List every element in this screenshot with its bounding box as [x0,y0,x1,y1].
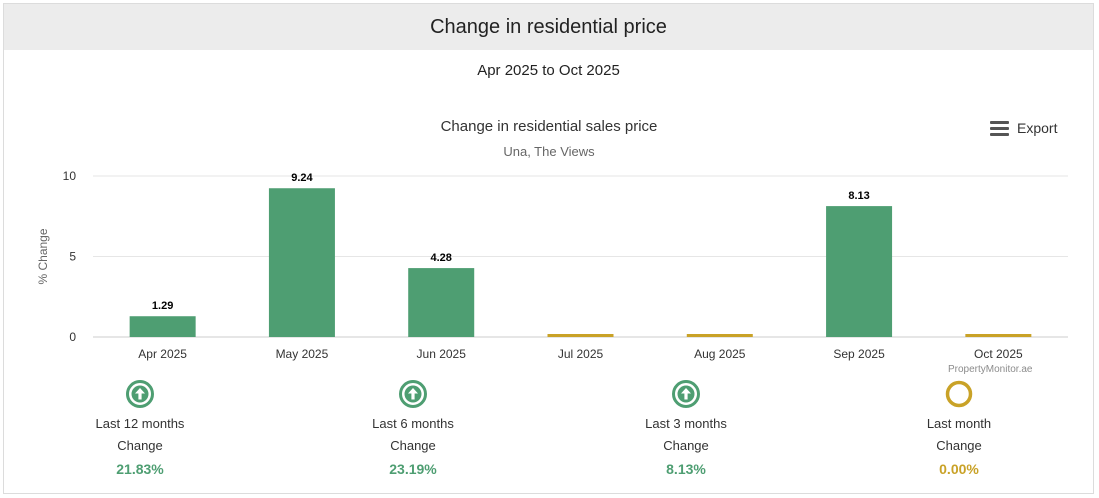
arrow-up-circle-icon [672,380,700,408]
kpi-last-3-months: Last 3 months Change 8.13% [586,380,786,478]
neutral-circle-icon [945,380,973,408]
kpi-last-6-months: Last 6 months Change 23.19% [313,380,513,478]
menu-icon [990,120,1009,136]
kpi-value: 0.00% [939,461,979,477]
kpi-value: 23.19% [389,461,437,477]
card-title: Change in residential price [4,4,1093,50]
chart-credit[interactable]: PropertyMonitor.ae [948,364,1033,375]
kpi-sub: Change [663,438,709,453]
arrow-up-circle-icon [126,380,154,408]
kpi-label: Last 3 months [645,416,727,431]
kpi-value: 8.13% [666,461,706,477]
kpi-sub: Change [936,438,982,453]
period-label: Apr 2025 to Oct 2025 [477,62,620,79]
arrow-up-circle-icon [399,380,427,408]
kpi-sub: Change [117,438,163,453]
price-change-card: Change in residential price Apr 2025 to … [3,3,1094,494]
kpi-last-12-months: Last 12 months Change 21.83% [40,380,240,478]
kpi-label: Last 6 months [372,416,454,431]
export-label: Export [1017,120,1058,136]
kpi-last-month: Last month Change 0.00% [859,380,1059,478]
kpi-label: Last 12 months [95,416,185,431]
export-button[interactable]: Export [990,120,1057,136]
kpi-label: Last month [926,416,992,431]
kpi-sub: Change [390,438,436,453]
kpi-value: 21.83% [116,461,164,477]
